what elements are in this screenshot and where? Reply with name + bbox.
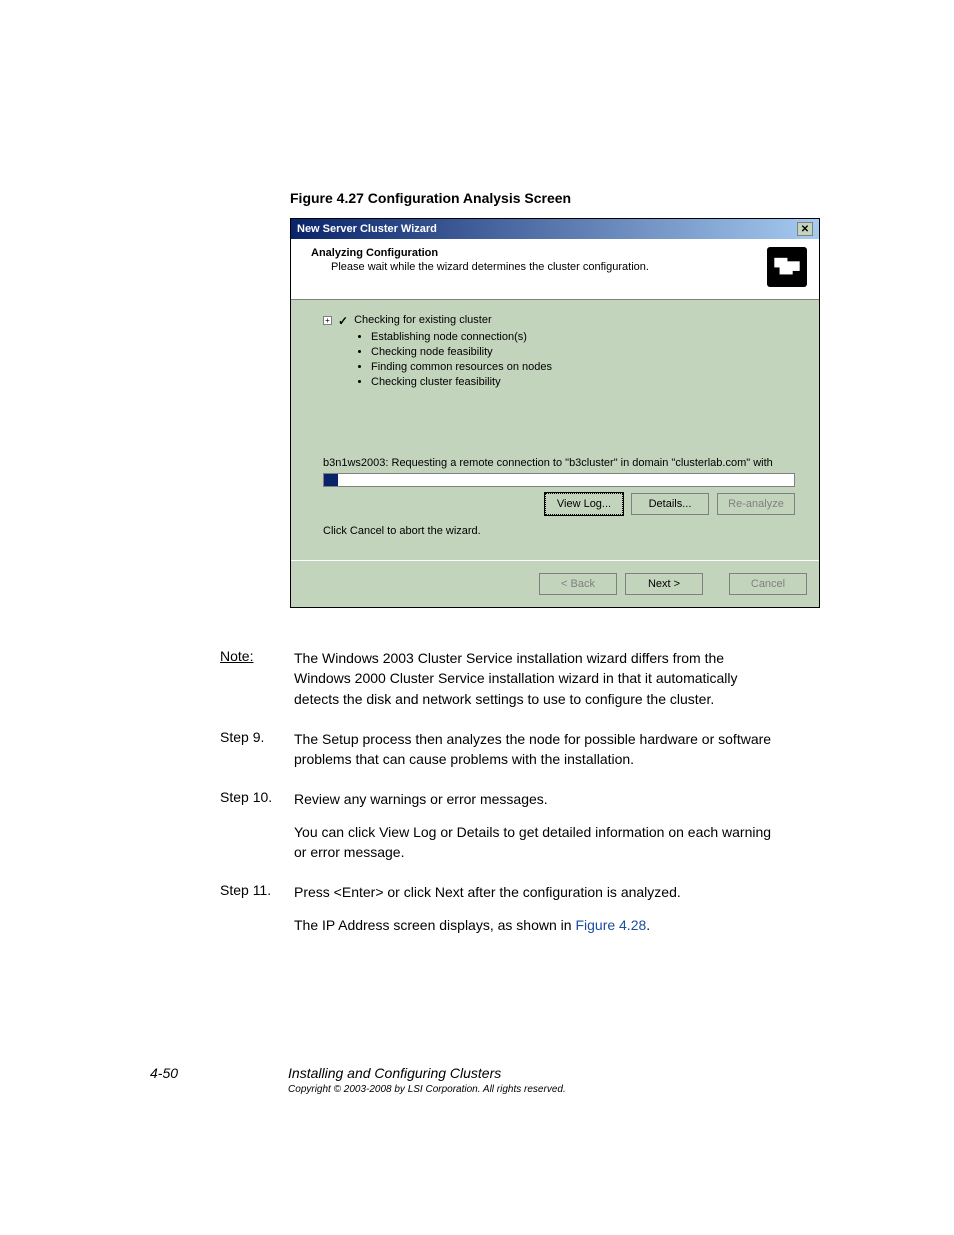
status-message: b3n1ws2003: Requesting a remote connecti… bbox=[323, 457, 795, 469]
button-label: View Log... bbox=[557, 498, 611, 510]
figure-caption: Figure 4.27 Configuration Analysis Scree… bbox=[290, 190, 824, 206]
step-11-sub: The IP Address screen displays, as shown… bbox=[294, 915, 780, 935]
step-label: Step 10. bbox=[220, 789, 276, 805]
wizard-content: + ✓ Checking for existing cluster Establ… bbox=[291, 300, 819, 560]
button-label: < Back bbox=[561, 578, 595, 590]
page-number: 4-50 bbox=[150, 1065, 178, 1081]
wizard-header: Analyzing Configuration Please wait whil… bbox=[291, 239, 819, 300]
step-sub-post: . bbox=[646, 917, 650, 933]
step-11: Step 11. Press <Enter> or click Next aft… bbox=[220, 882, 780, 902]
copyright: Copyright © 2003-2008 by LSI Corporation… bbox=[288, 1084, 566, 1095]
tree-items: Establishing node connection(s) Checking… bbox=[371, 330, 795, 389]
list-item: Checking node feasibility bbox=[371, 345, 795, 360]
wizard-titlebar: New Server Cluster Wizard ✕ bbox=[291, 219, 819, 239]
step-label: Step 11. bbox=[220, 882, 276, 898]
button-label: Next > bbox=[648, 578, 680, 590]
step-10-sub: You can click View Log or Details to get… bbox=[294, 822, 780, 863]
step-text: The Setup process then analyzes the node… bbox=[294, 729, 780, 770]
list-item: Finding common resources on nodes bbox=[371, 360, 795, 375]
note-label: Note: bbox=[220, 648, 276, 709]
checkmark-icon: ✓ bbox=[338, 314, 348, 328]
button-label: Re-analyze bbox=[728, 498, 784, 510]
step-9: Step 9. The Setup process then analyzes … bbox=[220, 729, 780, 770]
back-button: < Back bbox=[539, 573, 617, 595]
cancel-button: Cancel bbox=[729, 573, 807, 595]
note-block: Note: The Windows 2003 Cluster Service i… bbox=[220, 648, 780, 709]
step-text: Press <Enter> or click Next after the co… bbox=[294, 882, 780, 902]
progress-fill bbox=[324, 474, 338, 486]
wizard-footer: < Back Next > Cancel bbox=[291, 560, 819, 607]
wizard-title: New Server Cluster Wizard bbox=[297, 223, 437, 235]
details-button[interactable]: Details... bbox=[631, 493, 709, 515]
step-sub-pre: The IP Address screen displays, as shown… bbox=[294, 917, 575, 933]
wizard-header-subtitle: Please wait while the wizard determines … bbox=[303, 261, 767, 273]
tree-root-label: Checking for existing cluster bbox=[354, 314, 492, 326]
button-label: Cancel bbox=[751, 578, 785, 590]
reanalyze-button: Re-analyze bbox=[717, 493, 795, 515]
list-item: Checking cluster feasibility bbox=[371, 375, 795, 390]
figure-link[interactable]: Figure 4.28 bbox=[575, 917, 646, 933]
step-10: Step 10. Review any warnings or error me… bbox=[220, 789, 780, 809]
step-text: Review any warnings or error messages. bbox=[294, 789, 780, 809]
view-log-button[interactable]: View Log... bbox=[545, 493, 623, 515]
wizard-header-title: Analyzing Configuration bbox=[303, 247, 767, 259]
note-text: The Windows 2003 Cluster Service install… bbox=[294, 648, 780, 709]
list-item: Establishing node connection(s) bbox=[371, 330, 795, 345]
cluster-icon bbox=[767, 247, 807, 287]
page-footer: 4-50 Installing and Configuring Clusters… bbox=[150, 1065, 824, 1095]
progress-bar bbox=[323, 473, 795, 487]
close-icon[interactable]: ✕ bbox=[797, 222, 813, 236]
wizard-dialog: New Server Cluster Wizard ✕ Analyzing Co… bbox=[290, 218, 820, 608]
step-label: Step 9. bbox=[220, 729, 276, 745]
button-label: Details... bbox=[649, 498, 692, 510]
abort-message: Click Cancel to abort the wizard. bbox=[323, 525, 795, 537]
footer-title: Installing and Configuring Clusters bbox=[288, 1065, 566, 1081]
next-button[interactable]: Next > bbox=[625, 573, 703, 595]
expand-icon[interactable]: + bbox=[323, 316, 332, 325]
